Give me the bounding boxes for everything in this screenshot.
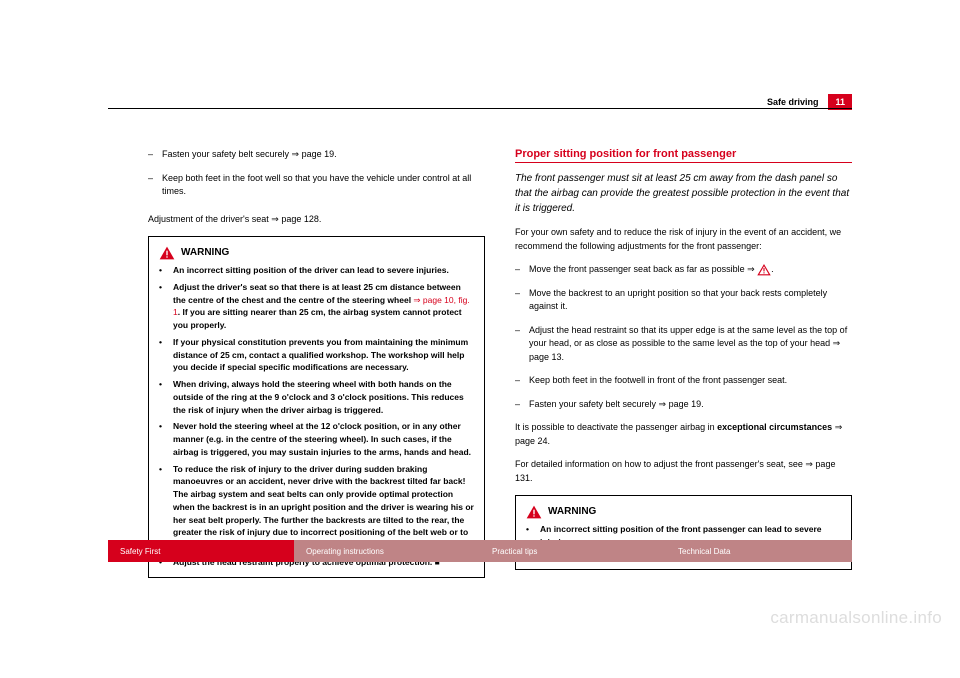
warning-triangle-icon — [757, 264, 771, 276]
page: Safe driving 11 – Fasten your safety bel… — [0, 0, 960, 678]
warning-header: WARNING — [526, 504, 841, 519]
watermark: carmanualsonline.info — [770, 608, 942, 628]
dash-bullet: – — [515, 287, 529, 314]
list-text: Move the front passenger seat back as fa… — [529, 263, 774, 277]
list-item: – Move the backrest to an upright positi… — [515, 287, 852, 314]
warning-bullet: •To reduce the risk of injury to the dri… — [159, 463, 474, 552]
warning-text: Adjust the driver's seat so that there i… — [173, 281, 474, 332]
list-item: – Fasten your safety belt securely ⇒ pag… — [515, 398, 852, 412]
body-text: For detailed information on how to adjus… — [515, 458, 852, 485]
warning-text: If your physical constitution prevents y… — [173, 336, 474, 374]
warning-title: WARNING — [181, 245, 229, 260]
list-text: Adjust the head restraint so that its up… — [529, 324, 852, 365]
nav-tab-operating[interactable]: Operating instructions — [294, 540, 480, 562]
lead-paragraph: The front passenger must sit at least 25… — [515, 171, 852, 216]
dash-bullet: – — [148, 148, 162, 162]
left-column: – Fasten your safety belt securely ⇒ pag… — [148, 148, 485, 578]
bottom-nav-bar: Safety First Operating instructions Prac… — [108, 540, 852, 562]
section-title: Proper sitting position for front passen… — [515, 148, 852, 163]
list-text: Move the backrest to an upright position… — [529, 287, 852, 314]
warning-text: To reduce the risk of injury to the driv… — [173, 463, 474, 552]
dash-bullet: – — [148, 172, 162, 199]
warning-bullet: •Never hold the steering wheel at the 12… — [159, 420, 474, 458]
warning-title: WARNING — [548, 504, 596, 519]
content-area: – Fasten your safety belt securely ⇒ pag… — [148, 148, 852, 578]
dash-bullet: – — [515, 263, 529, 277]
dash-bullet: – — [515, 374, 529, 388]
right-column: Proper sitting position for front passen… — [515, 148, 852, 578]
nav-tab-practical[interactable]: Practical tips — [480, 540, 666, 562]
list-text: Fasten your safety belt securely ⇒ page … — [529, 398, 704, 412]
warning-text: Never hold the steering wheel at the 12 … — [173, 420, 474, 458]
warning-bullet: •When driving, always hold the steering … — [159, 378, 474, 416]
header-section-title: Safe driving — [767, 97, 819, 107]
warning-triangle-icon — [159, 246, 175, 260]
warning-header: WARNING — [159, 245, 474, 260]
warning-box: WARNING •An incorrect sitting position o… — [148, 236, 485, 578]
list-item: – Move the front passenger seat back as … — [515, 263, 852, 277]
warning-text: An incorrect sitting position of the dri… — [173, 264, 449, 277]
warning-bullet: •Adjust the driver's seat so that there … — [159, 281, 474, 332]
list-text: Keep both feet in the footwell in front … — [529, 374, 787, 388]
warning-bullet: •An incorrect sitting position of the dr… — [159, 264, 474, 277]
list-item: – Keep both feet in the footwell in fron… — [515, 374, 852, 388]
body-text: Adjustment of the driver's seat ⇒ page 1… — [148, 213, 485, 227]
list-item: – Keep both feet in the foot well so tha… — [148, 172, 485, 199]
warning-bullet: •If your physical constitution prevents … — [159, 336, 474, 374]
body-text: It is possible to deactivate the passeng… — [515, 421, 852, 448]
dash-bullet: – — [515, 324, 529, 365]
intro-text: For your own safety and to reduce the ri… — [515, 226, 852, 253]
list-item: – Fasten your safety belt securely ⇒ pag… — [148, 148, 485, 162]
nav-tab-safety[interactable]: Safety First — [108, 540, 294, 562]
header-rule — [108, 108, 852, 109]
nav-tab-technical[interactable]: Technical Data — [666, 540, 852, 562]
warning-triangle-icon — [526, 505, 542, 519]
list-text: Fasten your safety belt securely ⇒ page … — [162, 148, 337, 162]
list-item: – Adjust the head restraint so that its … — [515, 324, 852, 365]
dash-bullet: – — [515, 398, 529, 412]
list-text: Keep both feet in the foot well so that … — [162, 172, 485, 199]
warning-text: When driving, always hold the steering w… — [173, 378, 474, 416]
